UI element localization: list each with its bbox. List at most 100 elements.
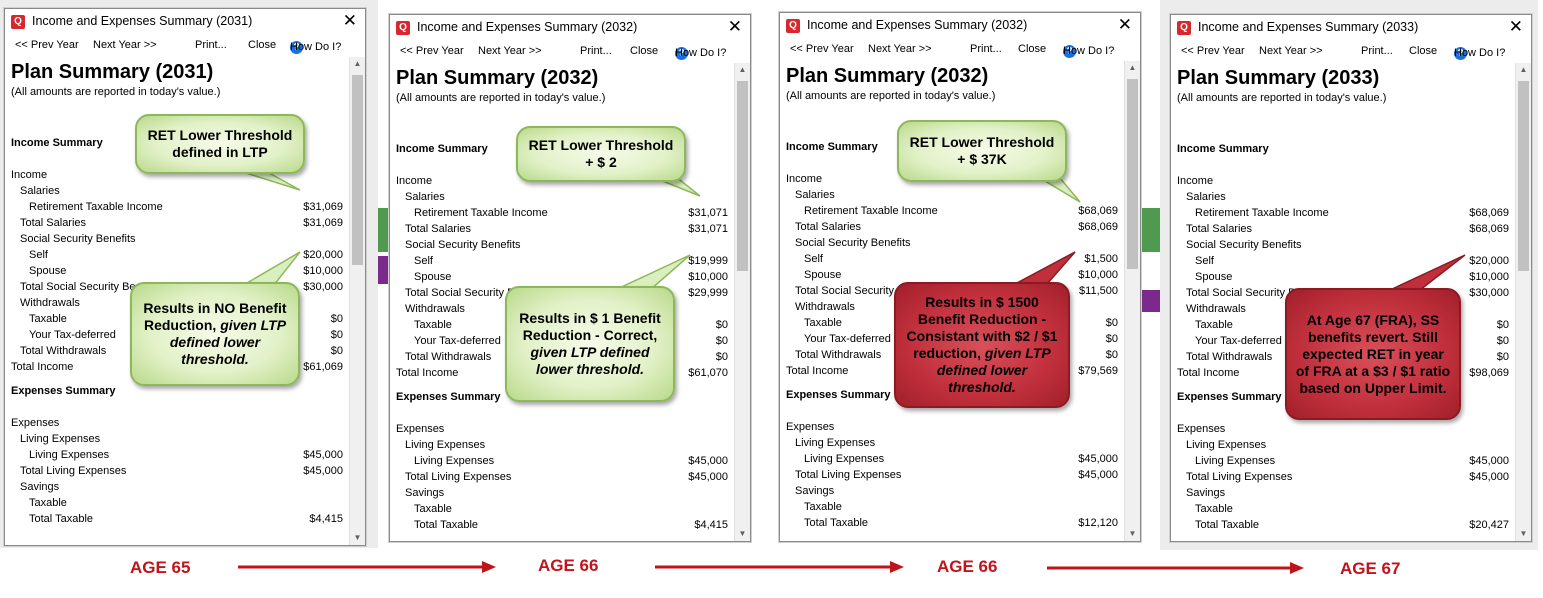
vertical-scrollbar[interactable]: ▲ ▼ xyxy=(349,57,365,545)
table-row: Total Income $61,069 xyxy=(5,361,343,377)
scroll-up-icon[interactable]: ▲ xyxy=(1519,65,1528,74)
close-button[interactable]: Close xyxy=(1018,43,1047,55)
prev-year-button[interactable]: << Prev Year xyxy=(15,39,79,51)
scroll-thumb[interactable] xyxy=(737,81,748,271)
row-label: Spouse xyxy=(804,269,842,281)
row-value: $0 xyxy=(330,313,343,325)
row-value: $10,000 xyxy=(1078,269,1118,281)
close-button[interactable]: Close xyxy=(248,39,277,51)
row-value: $45,000 xyxy=(688,455,728,467)
row-value: $0 xyxy=(1105,333,1118,345)
row-value: $45,000 xyxy=(303,465,343,477)
age-label: AGE 65 xyxy=(130,558,191,577)
row-label: Income Summary xyxy=(396,143,488,155)
table-row: Retirement Taxable Income $68,069 xyxy=(1171,207,1509,223)
row-label: Total Taxable xyxy=(804,517,869,529)
value-note: (All amounts are reported in today's val… xyxy=(786,90,996,102)
help-icon: ? xyxy=(1063,45,1076,58)
title-bar: Q Income and Expenses Summary (2031) ✕ xyxy=(5,9,365,35)
table-row: Living Expenses xyxy=(5,433,343,449)
prev-year-button[interactable]: << Prev Year xyxy=(1181,45,1245,57)
row-label: Savings xyxy=(20,481,60,493)
row-value: $31,069 xyxy=(303,217,343,229)
row-label: Self xyxy=(29,249,48,261)
vertical-scrollbar[interactable]: ▲ ▼ xyxy=(1124,61,1140,541)
row-label: Withdrawals xyxy=(405,303,465,315)
row-label: Withdrawals xyxy=(20,297,80,309)
row-value: $98,069 xyxy=(1469,367,1509,379)
scroll-up-icon[interactable]: ▲ xyxy=(353,59,362,68)
callout-threshold-plus-2: RET Lower Threshold + $ 2 xyxy=(516,126,686,182)
table-row: Expenses xyxy=(390,423,728,439)
table-row: Total Living Expenses $45,000 xyxy=(5,465,343,481)
close-icon[interactable]: ✕ xyxy=(1117,15,1132,34)
scroll-down-icon[interactable]: ▼ xyxy=(353,533,362,542)
next-year-button[interactable]: Next Year >> xyxy=(478,45,542,57)
row-label: Total Salaries xyxy=(795,221,862,233)
table-row: Total Social Security Be $11,500 xyxy=(780,285,1118,301)
table-row: Spouse $10,000 xyxy=(780,269,1118,285)
table-row: Spouse $10,000 xyxy=(5,265,343,281)
callout-text: Results in $ 1500 Benefit Reduction - Co… xyxy=(904,294,1060,396)
table-row: Total Salaries $31,071 xyxy=(390,223,728,239)
callout-threshold-plus-37k: RET Lower Threshold + $ 37K xyxy=(897,120,1067,182)
table-row: Total Withdrawals $0 xyxy=(1171,351,1509,367)
scroll-down-icon[interactable]: ▼ xyxy=(1128,529,1137,538)
callout-plain: Results in NO Benefit Reduction, xyxy=(143,300,287,333)
scroll-down-icon[interactable]: ▼ xyxy=(1519,529,1528,538)
row-label: Total Living Expenses xyxy=(20,465,127,477)
close-icon[interactable]: ✕ xyxy=(727,17,742,36)
scroll-up-icon[interactable]: ▲ xyxy=(1128,63,1137,72)
row-value: $45,000 xyxy=(1469,471,1509,483)
row-label: Total Withdrawals xyxy=(1186,351,1273,363)
section-heading: Income Summary xyxy=(1171,143,1509,159)
row-label: Social Security Benefits xyxy=(795,237,911,249)
callout-lower-threshold: RET Lower Threshold defined in LTP xyxy=(135,114,305,174)
row-label: Expenses xyxy=(11,417,60,429)
table-row: Social Security Benefits xyxy=(780,237,1118,253)
row-label: Your Tax-deferred xyxy=(29,329,116,341)
callout-text: Results in $ 1 Benefit Reduction - Corre… xyxy=(515,310,665,378)
print-button[interactable]: Print... xyxy=(195,39,227,51)
row-label: Total Social Security Be xyxy=(795,285,911,297)
row-label: Living Expenses xyxy=(29,449,110,461)
table-row: Total Income $79,569 xyxy=(780,365,1118,381)
row-label: Taxable xyxy=(29,497,67,509)
scroll-thumb[interactable] xyxy=(1518,81,1529,271)
scroll-thumb[interactable] xyxy=(1127,79,1138,269)
print-button[interactable]: Print... xyxy=(580,45,612,57)
title-bar: Q Income and Expenses Summary (2032) ✕ xyxy=(390,15,750,41)
next-year-button[interactable]: Next Year >> xyxy=(868,43,932,55)
next-year-button[interactable]: Next Year >> xyxy=(1259,45,1323,57)
summary-window-1: Q Income and Expenses Summary (2031) ✕ <… xyxy=(4,8,366,546)
close-button[interactable]: Close xyxy=(1409,45,1438,57)
how-do-i-label: How Do I? xyxy=(1063,45,1115,57)
next-year-button[interactable]: Next Year >> xyxy=(93,39,157,51)
scroll-thumb[interactable] xyxy=(352,75,363,265)
scroll-up-icon[interactable]: ▲ xyxy=(738,65,747,74)
quicken-logo-icon: Q xyxy=(1177,21,1191,35)
print-button[interactable]: Print... xyxy=(1361,45,1393,57)
vertical-scrollbar[interactable]: ▲ ▼ xyxy=(734,63,750,541)
prev-year-button[interactable]: << Prev Year xyxy=(790,43,854,55)
table-row: Living Expenses xyxy=(1171,439,1509,455)
row-label: Living Expenses xyxy=(414,455,495,467)
row-label: Total Living Expenses xyxy=(405,471,512,483)
row-label: Income Summary xyxy=(1177,143,1269,155)
table-row: Living Expenses $45,000 xyxy=(5,449,343,465)
print-button[interactable]: Print... xyxy=(970,43,1002,55)
how-do-i-label: How Do I? xyxy=(1454,47,1506,59)
prev-year-button[interactable]: << Prev Year xyxy=(400,45,464,57)
close-icon[interactable]: ✕ xyxy=(342,11,357,30)
vertical-scrollbar[interactable]: ▲ ▼ xyxy=(1515,63,1531,541)
row-label: Income xyxy=(11,169,48,181)
table-row: Salaries xyxy=(5,185,343,201)
close-icon[interactable]: ✕ xyxy=(1508,17,1523,36)
row-label: Taxable xyxy=(414,319,452,331)
close-button[interactable]: Close xyxy=(630,45,659,57)
help-icon: ? xyxy=(1454,47,1467,60)
row-label: Total Withdrawals xyxy=(795,349,882,361)
toolbar: << Prev Year Next Year >> Print... Close… xyxy=(780,41,1140,59)
row-value: $4,415 xyxy=(309,513,343,525)
scroll-down-icon[interactable]: ▼ xyxy=(738,529,747,538)
